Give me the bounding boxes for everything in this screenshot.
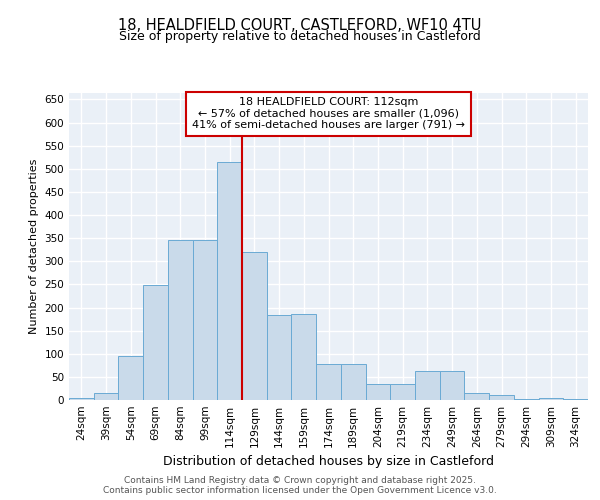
Text: Size of property relative to detached houses in Castleford: Size of property relative to detached ho… bbox=[119, 30, 481, 43]
Bar bbox=[69, 398, 94, 400]
Bar bbox=[168, 240, 193, 400]
Bar bbox=[514, 398, 539, 400]
Bar bbox=[415, 371, 440, 400]
Text: 18, HEALDFIELD COURT, CASTLEFORD, WF10 4TU: 18, HEALDFIELD COURT, CASTLEFORD, WF10 4… bbox=[118, 18, 482, 32]
Y-axis label: Number of detached properties: Number of detached properties bbox=[29, 158, 39, 334]
Bar bbox=[217, 162, 242, 400]
Bar bbox=[341, 364, 365, 400]
Bar bbox=[193, 240, 217, 400]
Bar bbox=[292, 314, 316, 400]
Bar bbox=[464, 393, 489, 400]
Text: Contains HM Land Registry data © Crown copyright and database right 2025.
Contai: Contains HM Land Registry data © Crown c… bbox=[103, 476, 497, 495]
Bar bbox=[390, 384, 415, 400]
Bar bbox=[539, 398, 563, 400]
Bar bbox=[563, 398, 588, 400]
Bar bbox=[242, 252, 267, 400]
Bar bbox=[94, 393, 118, 400]
X-axis label: Distribution of detached houses by size in Castleford: Distribution of detached houses by size … bbox=[163, 456, 494, 468]
Bar bbox=[316, 364, 341, 400]
Bar bbox=[365, 384, 390, 400]
Bar bbox=[440, 371, 464, 400]
Bar bbox=[118, 356, 143, 400]
Text: 18 HEALDFIELD COURT: 112sqm
← 57% of detached houses are smaller (1,096)
41% of : 18 HEALDFIELD COURT: 112sqm ← 57% of det… bbox=[192, 97, 465, 130]
Bar bbox=[267, 316, 292, 400]
Bar bbox=[489, 396, 514, 400]
Bar bbox=[143, 286, 168, 400]
